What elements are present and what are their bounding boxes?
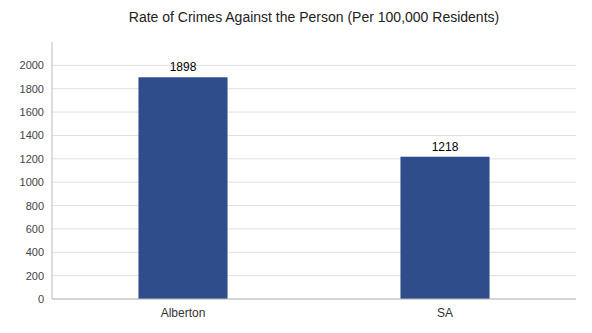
y-tick-label: 800: [26, 200, 44, 212]
x-tick-label: Alberton: [161, 306, 206, 320]
grid-line: [52, 182, 576, 183]
grid-line: [52, 299, 576, 300]
grid-line: [52, 228, 576, 229]
y-tick-label: 400: [26, 246, 44, 258]
x-axis-line: [52, 299, 576, 300]
y-tick-label: 2000: [20, 59, 44, 71]
background: [0, 0, 592, 333]
chart-svg: Rate of Crimes Against the Person (Per 1…: [0, 0, 592, 333]
grid-line: [52, 158, 576, 159]
y-tick-label: 1800: [20, 83, 44, 95]
y-tick-label: 1600: [20, 106, 44, 118]
data-label: 1218: [432, 140, 459, 154]
y-axis-line: [52, 42, 53, 299]
grid-line: [52, 135, 576, 136]
grid-line: [52, 275, 576, 276]
grid-line: [52, 112, 576, 113]
y-tick-label: 0: [38, 293, 44, 305]
bar: [400, 157, 489, 299]
grid-line: [52, 88, 576, 89]
data-label: 1898: [170, 60, 197, 74]
y-tick-label: 1400: [20, 129, 44, 141]
grid-line: [52, 65, 576, 66]
y-tick-label: 600: [26, 223, 44, 235]
y-tick-label: 1200: [20, 153, 44, 165]
bars: [138, 77, 489, 299]
y-tick-label: 1000: [20, 176, 44, 188]
title: Rate of Crimes Against the Person (Per 1…: [129, 9, 499, 25]
y-tick-label: 200: [26, 270, 44, 282]
bar: [138, 77, 227, 299]
chart-container: Rate of Crimes Against the Person (Per 1…: [0, 0, 592, 333]
grid-line: [52, 205, 576, 206]
grid-line: [52, 252, 576, 253]
x-tick-label: SA: [437, 306, 453, 320]
y-grid: [52, 65, 576, 299]
